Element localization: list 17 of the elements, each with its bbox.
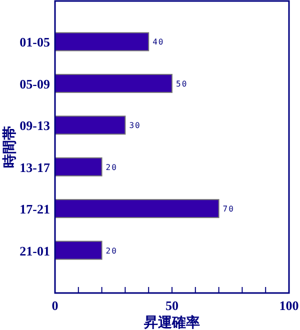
data-label: 50 xyxy=(176,79,188,88)
data-label: 20 xyxy=(106,162,118,172)
x-tick-label: 100 xyxy=(279,298,299,313)
y-tick-label: 21-01 xyxy=(20,243,50,258)
x-tick-label: 0 xyxy=(52,298,58,313)
x-axis-title: 昇運確率 xyxy=(143,314,200,330)
y-axis-title: 時間帯 xyxy=(2,126,18,168)
y-tick-label: 09-13 xyxy=(20,118,50,134)
data-label: 40 xyxy=(152,38,164,47)
data-label: 20 xyxy=(106,246,118,256)
data-label: 30 xyxy=(129,121,141,130)
y-tick-label: 17-21 xyxy=(20,202,50,217)
y-tick-label: 01-05 xyxy=(20,34,50,50)
y-tick-label: 13-17 xyxy=(20,160,50,175)
data-label: 70 xyxy=(222,204,234,214)
y-tick-label: 05-09 xyxy=(20,76,50,92)
x-tick-label: 50 xyxy=(166,298,178,313)
